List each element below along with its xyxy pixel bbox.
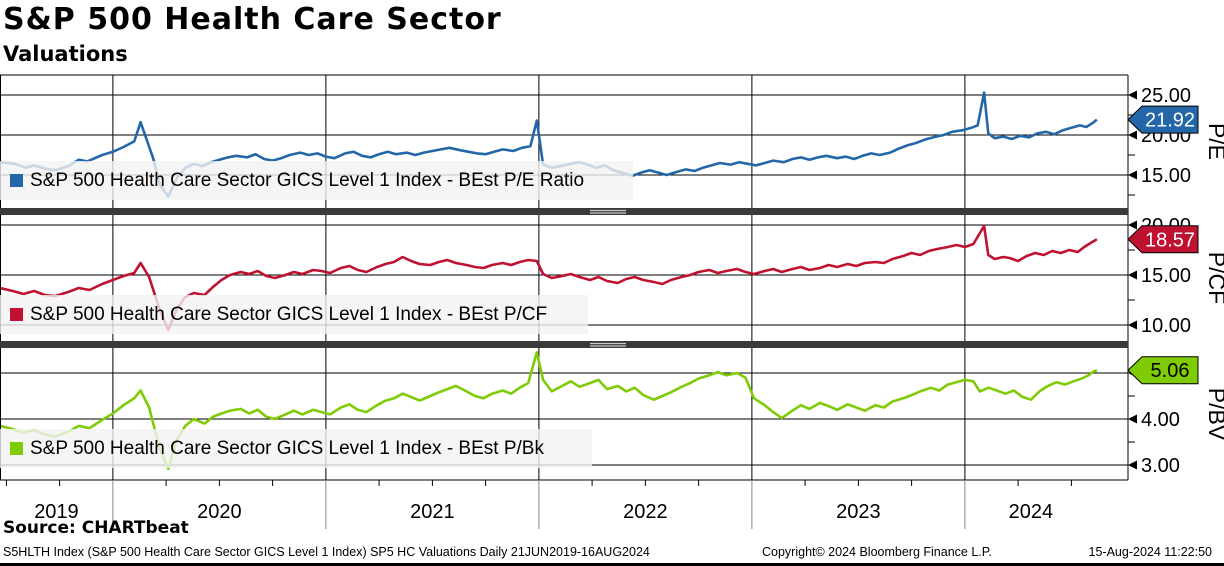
pcf-last-value-badge xyxy=(1127,225,1199,254)
x-axis-year-label: 2020 xyxy=(197,501,242,523)
timestamp: 15-Aug-2024 11:22:50 xyxy=(1088,545,1212,559)
pbv-axis-title: P/BV xyxy=(1204,388,1224,441)
pe-ytick-label: 25.00 xyxy=(1141,85,1191,107)
x-axis-year-label: 2019 xyxy=(34,501,79,523)
legend-pcf[interactable]: S&P 500 Health Care Sector GICS Level 1 … xyxy=(0,295,588,334)
pcf-legend-swatch-icon xyxy=(10,308,23,321)
source-label: Source: CHARTbeat xyxy=(3,518,189,538)
page-subtitle: Valuations xyxy=(3,42,128,66)
tick-arrow-icon xyxy=(1128,220,1137,230)
pe-badge-value: 21.92 xyxy=(1145,110,1195,132)
pe-ytick-label: 15.00 xyxy=(1141,165,1191,187)
page-title: S&P 500 Health Care Sector xyxy=(3,2,502,37)
pe-legend-label: S&P 500 Health Care Sector GICS Level 1 … xyxy=(30,169,585,191)
pcf-ytick-label: 10.00 xyxy=(1141,315,1191,337)
pbv-last-value-badge xyxy=(1127,356,1199,385)
tick-arrow-icon xyxy=(1128,90,1137,100)
tick-arrow-icon xyxy=(1128,170,1137,180)
x-axis-year-label: 2022 xyxy=(623,501,668,523)
pbv-panel: 3.004.005.005.06P/BV xyxy=(0,350,1224,477)
pcf-axis-title: P/CF xyxy=(1204,252,1224,304)
pbv-ytick-label: 4.00 xyxy=(1141,409,1180,431)
tick-arrow-icon xyxy=(1128,414,1137,424)
pbv-legend-swatch-icon xyxy=(10,442,23,455)
tick-arrow-icon xyxy=(1128,460,1137,470)
pe-legend-swatch-icon xyxy=(10,174,23,187)
tick-arrow-icon xyxy=(1128,320,1137,330)
pbv-ytick-label: 3.00 xyxy=(1141,455,1180,477)
x-axis-year-label: 2021 xyxy=(410,501,455,523)
x-axis-year-label: 2024 xyxy=(1009,501,1054,523)
tick-arrow-icon xyxy=(1128,270,1137,280)
pe-last-value-badge xyxy=(1127,105,1199,134)
pbv-series-line xyxy=(0,350,1098,471)
bottom-border xyxy=(0,563,1224,566)
panel-separator[interactable] xyxy=(0,341,1128,348)
x-axis-year-label: 2023 xyxy=(836,501,881,523)
legend-pe[interactable]: S&P 500 Health Care Sector GICS Level 1 … xyxy=(0,161,633,200)
legend-pbv[interactable]: S&P 500 Health Care Sector GICS Level 1 … xyxy=(0,429,592,468)
tick-arrow-icon xyxy=(1128,130,1137,140)
copyright-text: Copyright© 2024 Bloomberg Finance L.P. xyxy=(762,545,992,559)
pbv-badge-value: 5.06 xyxy=(1151,360,1190,382)
pcf-series-line xyxy=(0,224,1098,332)
pcf-badge-value: 18.57 xyxy=(1145,229,1195,251)
pe-axis-title: P/E xyxy=(1204,123,1224,160)
pcf-legend-label: S&P 500 Health Care Sector GICS Level 1 … xyxy=(30,303,548,325)
chart-description: S5HLTH Index (S&P 500 Health Care Sector… xyxy=(3,545,650,559)
panel-separator[interactable] xyxy=(0,208,1128,215)
pcf-ytick-label: 15.00 xyxy=(1141,265,1191,287)
pbv-legend-label: S&P 500 Health Care Sector GICS Level 1 … xyxy=(30,437,544,459)
